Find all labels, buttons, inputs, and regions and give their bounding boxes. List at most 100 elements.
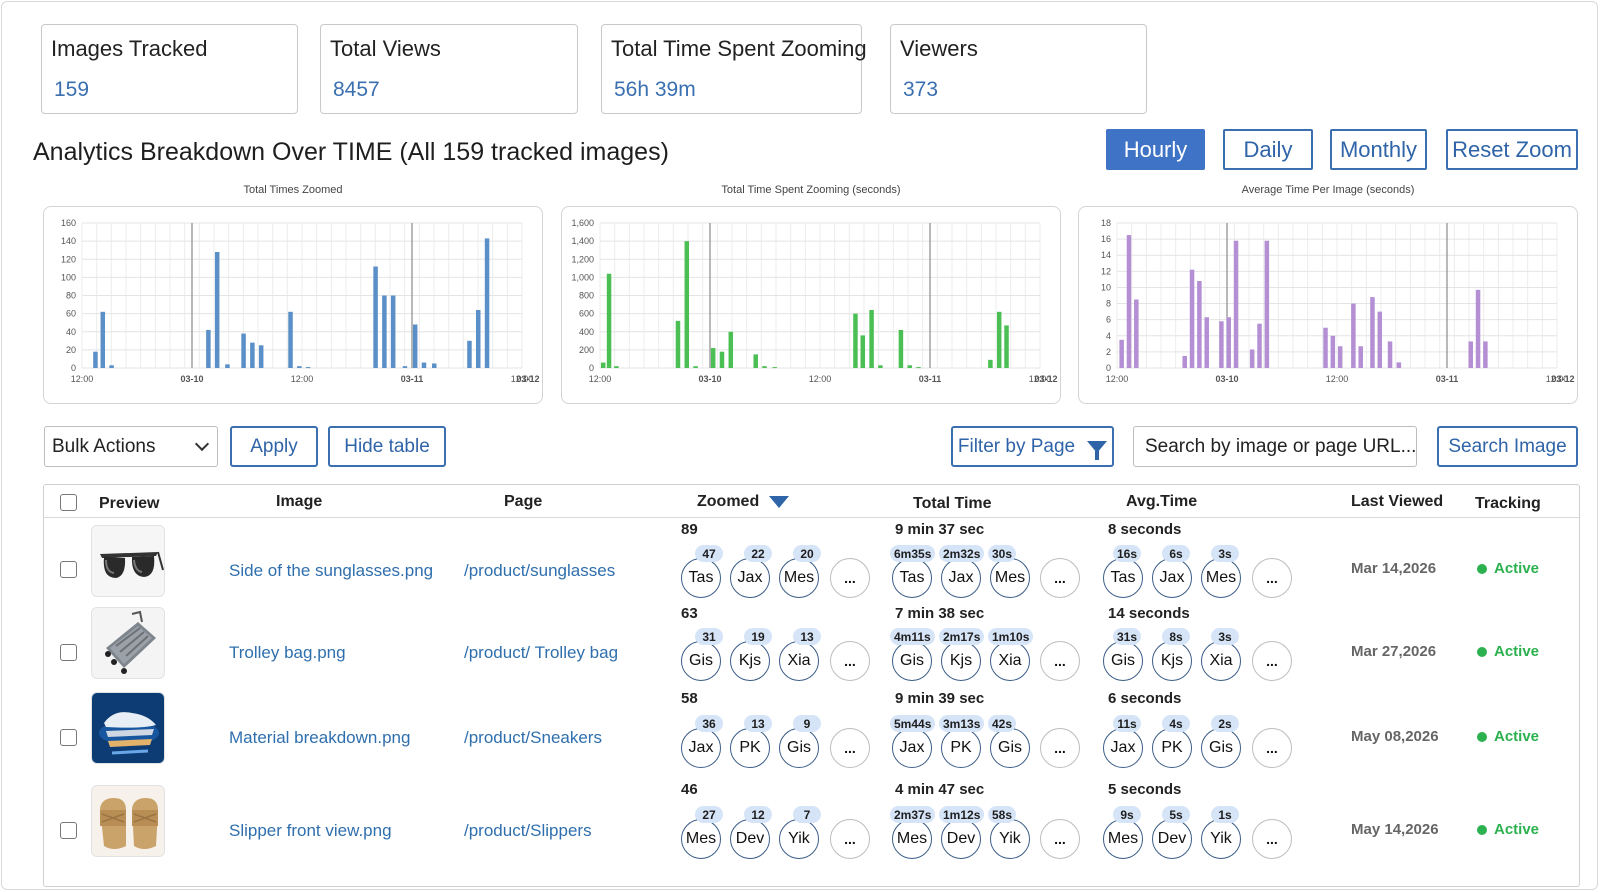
row-checkbox[interactable] <box>60 822 77 839</box>
viewer-avatar[interactable]: Xia <box>990 641 1030 681</box>
viewer-avatar[interactable]: Mes <box>892 819 932 859</box>
sort-down-icon <box>769 495 790 508</box>
image-link[interactable]: Side of the sunglasses.png <box>229 561 434 580</box>
viewer-avatar[interactable]: Gis <box>1103 641 1143 681</box>
viewer-avatar[interactable]: Kjs <box>730 641 770 681</box>
filter-by-page-button[interactable]: Filter by Page <box>951 426 1114 467</box>
image-link[interactable]: Trolley bag.png <box>229 643 346 662</box>
bar <box>1323 327 1328 368</box>
more-viewers-button[interactable]: ... <box>830 728 870 768</box>
viewer-avatar[interactable]: Jax <box>730 558 770 598</box>
image-thumbnail-slippers[interactable] <box>91 785 165 857</box>
viewer-avatar[interactable]: Gis <box>892 641 932 681</box>
viewer-avatar[interactable]: PK <box>1152 728 1192 768</box>
tracking-status-label: Active <box>1494 560 1540 577</box>
monthly-button[interactable]: Monthly <box>1330 129 1427 170</box>
viewer-avatar[interactable]: Jax <box>1152 558 1192 598</box>
viewer-avatar[interactable]: Yik <box>1201 819 1241 859</box>
status-dot-icon <box>1477 646 1487 657</box>
more-viewers-button[interactable]: ... <box>1040 641 1080 681</box>
viewer-avatar[interactable]: Mes <box>990 558 1030 598</box>
viewer-initials: Gis <box>689 652 713 669</box>
viewer-avatar[interactable]: Jax <box>1103 728 1143 768</box>
header-divider <box>44 517 1579 518</box>
page-link[interactable]: /product/Slippers <box>464 821 592 840</box>
viewer-avatar[interactable]: Mes <box>1201 558 1241 598</box>
bar <box>869 310 874 368</box>
viewer-avatar[interactable]: Kjs <box>941 641 981 681</box>
apply-button[interactable]: Apply <box>230 426 318 467</box>
viewer-initials: Dev <box>946 830 976 847</box>
more-viewers-button[interactable]: ... <box>1040 728 1080 768</box>
bar <box>1330 335 1336 368</box>
hourly-button[interactable]: Hourly <box>1106 129 1205 170</box>
more-viewers-button[interactable]: ... <box>830 641 870 681</box>
row-checkbox[interactable] <box>60 729 77 746</box>
viewer-avatar[interactable]: Yik <box>990 819 1030 859</box>
more-viewers-button[interactable]: ... <box>1252 728 1292 768</box>
viewer-avatar[interactable]: Mes <box>779 558 819 598</box>
bar <box>1233 240 1239 368</box>
image-thumbnail-sneakers[interactable] <box>91 692 165 764</box>
viewer-initials: Yik <box>1210 830 1232 847</box>
viewer-avatar[interactable]: Mes <box>1103 819 1143 859</box>
viewer-avatar[interactable]: Yik <box>779 819 819 859</box>
select-all-checkbox[interactable] <box>60 494 77 511</box>
header-zoomed[interactable]: Zoomed <box>697 493 790 511</box>
more-viewers-button[interactable]: ... <box>830 819 870 859</box>
viewer-initials: PK <box>950 739 972 756</box>
bar <box>860 335 866 368</box>
viewer-avatar[interactable]: Gis <box>990 728 1030 768</box>
image-thumbnail-trolley[interactable] <box>91 607 165 679</box>
viewer-avatar[interactable]: Gis <box>779 728 819 768</box>
viewer-avatar[interactable]: Gis <box>681 641 721 681</box>
more-viewers-button[interactable]: ... <box>1252 558 1292 598</box>
page-link[interactable]: /product/sunglasses <box>464 561 616 580</box>
viewer-avatar[interactable]: Tas <box>681 558 721 598</box>
viewer-avatar[interactable]: Xia <box>1201 641 1241 681</box>
avg-total: 8 seconds <box>1108 521 1182 538</box>
y-tick-label: 0 <box>71 363 76 373</box>
viewer-count-badge: 3m13s <box>939 715 985 732</box>
more-viewers-button[interactable]: ... <box>1040 558 1080 598</box>
image-link[interactable]: Material breakdown.png <box>229 728 411 747</box>
row-checkbox[interactable] <box>60 644 77 661</box>
bar <box>402 366 408 368</box>
viewer-avatar[interactable]: Dev <box>941 819 981 859</box>
viewer-avatar[interactable]: Dev <box>1152 819 1192 859</box>
viewer-avatar[interactable]: PK <box>730 728 770 768</box>
viewer-avatar[interactable]: Jax <box>681 728 721 768</box>
x-tick-label: 03-10 <box>698 374 721 384</box>
more-viewers-button[interactable]: ... <box>1252 641 1292 681</box>
bar <box>214 252 220 368</box>
bulk-actions-select[interactable]: Bulk Actions <box>44 426 218 467</box>
header-total-time: Total Time <box>913 495 992 512</box>
search-input[interactable]: Search by image or page URL... <box>1133 426 1417 467</box>
more-viewers-button[interactable]: ... <box>830 558 870 598</box>
bar <box>1219 321 1224 368</box>
viewer-avatar[interactable]: Jax <box>892 728 932 768</box>
viewer-avatar[interactable]: Xia <box>779 641 819 681</box>
viewer-avatar[interactable]: Kjs <box>1152 641 1192 681</box>
viewer-avatar[interactable]: Dev <box>730 819 770 859</box>
bar <box>241 333 246 368</box>
viewer-avatar[interactable]: Mes <box>681 819 721 859</box>
viewer-avatar[interactable]: Tas <box>1103 558 1143 598</box>
header-preview: Preview <box>99 495 160 512</box>
more-viewers-button[interactable]: ... <box>1252 819 1292 859</box>
viewer-avatar[interactable]: PK <box>941 728 981 768</box>
daily-button[interactable]: Daily <box>1223 129 1313 170</box>
hide-table-button[interactable]: Hide table <box>328 426 446 467</box>
page-link[interactable]: /product/Sneakers <box>464 728 602 747</box>
viewer-avatar[interactable]: Gis <box>1201 728 1241 768</box>
row-checkbox[interactable] <box>60 561 77 578</box>
reset-zoom-button[interactable]: Reset Zoom <box>1446 129 1578 170</box>
image-link[interactable]: Slipper front view.png <box>229 821 392 840</box>
y-tick-label: 0 <box>1106 363 1111 373</box>
viewer-avatar[interactable]: Jax <box>941 558 981 598</box>
page-link[interactable]: /product/ Trolley bag <box>464 643 619 662</box>
more-viewers-button[interactable]: ... <box>1040 819 1080 859</box>
viewer-avatar[interactable]: Tas <box>892 558 932 598</box>
image-thumbnail-sunglasses[interactable] <box>91 525 165 597</box>
search-image-button[interactable]: Search Image <box>1437 426 1578 467</box>
